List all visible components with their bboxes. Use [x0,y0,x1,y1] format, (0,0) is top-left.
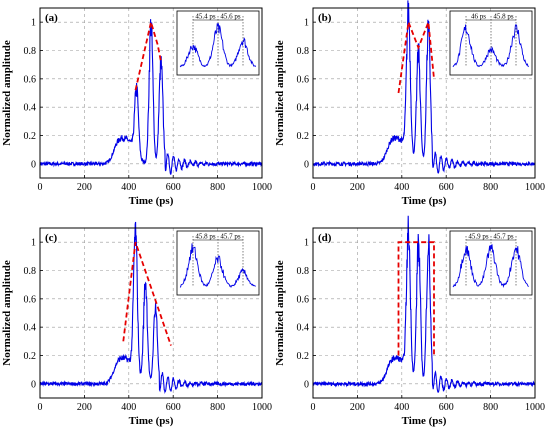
signal-trace [312,215,536,393]
x-tick-label: 0 [311,182,316,193]
inset-spacing-label: 45.8 ps [195,233,216,241]
plot-frame [39,7,263,179]
x-tick-label: 200 [350,402,365,413]
x-tick-label: 400 [394,182,409,193]
y-tick-label: 1 [304,18,309,29]
y-tick-label: 0.2 [24,131,37,142]
plot-frame [312,227,536,399]
y-tick-label: 0 [304,379,309,390]
inset-spacing-label: 46 ps [471,13,486,21]
x-tick-label: 1000 [252,182,272,193]
y-axis-title: Normalized amplitude [1,260,13,366]
y-tick-label: 0.2 [297,131,310,142]
x-axis-title: Time (ps) [129,415,174,427]
x-tick-label: 800 [210,182,225,193]
x-tick-label: 0 [38,402,43,413]
inset-spacing-label: 45.9 ps [468,233,489,241]
y-tick-label: 0 [31,159,36,170]
chart-panel: 0 200 400 600 800 1000 0 0.2 0.4 0.6 0.8 1 Time (ps)… [274,0,545,207]
inset-trace [452,24,529,68]
y-tick-label: 0.6 [297,74,310,85]
y-axis-title: Normalized amplitude [274,260,286,366]
inset-trace [179,243,256,288]
y-tick-label: 0.6 [24,294,37,305]
y-tick-label: 0.6 [24,74,37,85]
inset-spacing-label: 45.4 ps [195,13,216,21]
inset-spacing-label: 45.6 ps [220,13,241,21]
x-tick-label: 200 [77,402,92,413]
x-tick-label: 400 [394,402,409,413]
y-tick-label: 0 [304,159,309,170]
signal-trace [39,19,263,175]
y-tick-label: 1 [31,238,36,249]
y-tick-label: 0.8 [297,46,310,57]
x-tick-label: 200 [77,182,92,193]
y-tick-label: 0.4 [24,323,37,334]
x-tick-label: 800 [483,402,498,413]
envelope-line [397,18,435,94]
x-tick-label: 1000 [525,182,545,193]
x-axis-title: Time (ps) [129,195,174,207]
inset-spacing-label: 45.8 ps [493,13,514,21]
chart-panel: 0 200 400 600 800 1000 0 0.2 0.4 0.6 0.8 1 Time (ps)… [1,7,272,207]
chart-panel: 0 200 400 600 800 1000 0 0.2 0.4 0.6 0.8 1 Time (ps)… [274,215,545,427]
x-tick-label: 0 [38,182,43,193]
y-axis-title: Normalized amplitude [1,40,13,146]
y-tick-label: 0.8 [24,46,37,57]
x-axis-title: Time (ps) [402,195,447,207]
x-tick-label: 600 [439,402,454,413]
y-tick-label: 0.4 [24,103,37,114]
y-tick-label: 0.4 [297,103,310,114]
panel-label: (a) [45,12,58,24]
x-tick-label: 1000 [525,402,545,413]
y-tick-label: 0.6 [297,294,310,305]
chart-panel: 0 200 400 600 800 1000 0 0.2 0.4 0.6 0.8 1 Time (ps)… [1,221,272,427]
plot-frame [39,227,263,399]
inset-spacing-label: 45.7 ps [220,233,241,241]
inset-spacing-label: 45.7 ps [493,233,514,241]
y-tick-label: 0 [31,379,36,390]
envelope-line [134,18,162,91]
y-tick-label: 0.2 [297,351,310,362]
signal-trace [39,221,263,395]
envelope-line [397,241,435,356]
plot-frame [312,7,536,179]
x-tick-label: 600 [166,402,181,413]
x-tick-label: 800 [210,402,225,413]
x-tick-label: 800 [483,182,498,193]
y-axis-title: Normalized amplitude [274,40,286,146]
signal-trace [312,0,536,174]
x-axis-title: Time (ps) [402,415,447,427]
x-tick-label: 400 [121,182,136,193]
y-tick-label: 0.8 [24,266,37,277]
x-tick-label: 200 [350,182,365,193]
x-tick-label: 600 [439,182,454,193]
y-tick-label: 0.8 [297,266,310,277]
y-tick-label: 1 [304,238,309,249]
y-tick-label: 1 [31,18,36,29]
panel-label: (d) [318,232,332,244]
x-tick-label: 400 [121,402,136,413]
x-tick-label: 1000 [252,402,272,413]
y-tick-label: 0.2 [24,351,37,362]
panel-label: (c) [45,232,58,244]
inset-trace [452,244,529,289]
y-tick-label: 0.4 [297,323,310,334]
envelope-line [122,241,172,346]
panel-label: (b) [318,12,332,24]
inset-trace [179,23,256,68]
x-tick-label: 0 [311,402,316,413]
x-tick-label: 600 [166,182,181,193]
